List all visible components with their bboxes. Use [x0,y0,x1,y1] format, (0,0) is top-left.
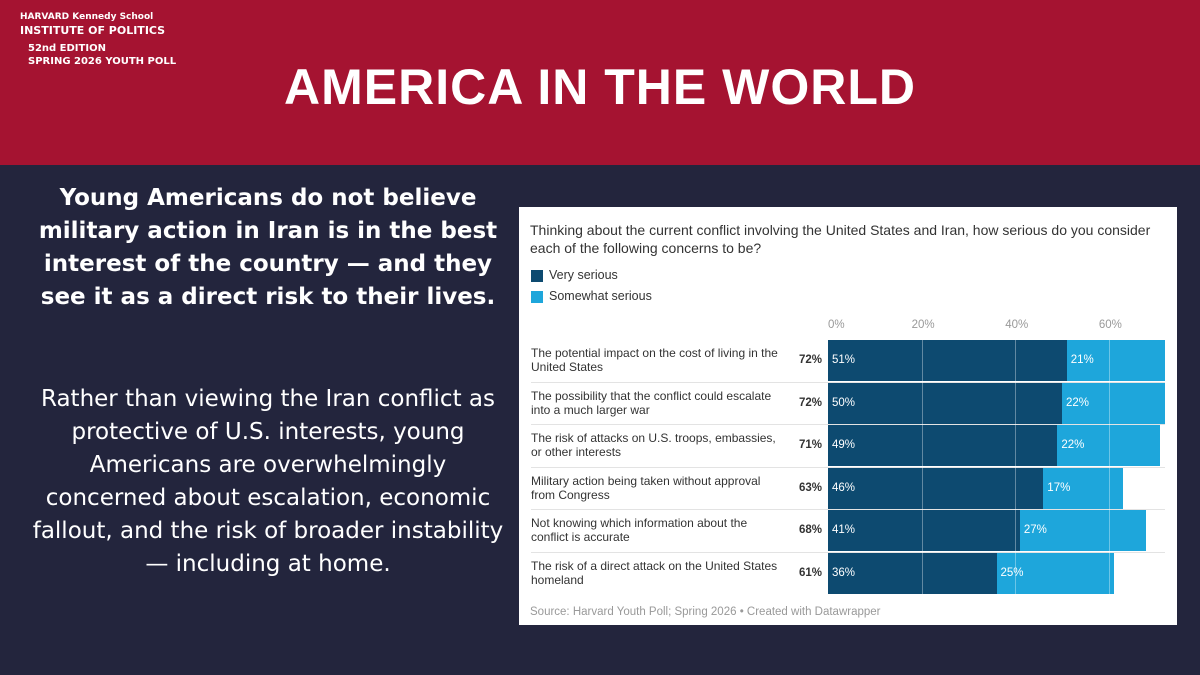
bar-segment [1057,425,1161,466]
value-label: 46% [832,481,856,494]
row-separator [531,509,1165,510]
paragraph: Rather than viewing the Iran conflict as… [32,386,504,577]
total-label: 72% [798,396,822,409]
category-label: Military action being taken without appr… [531,473,761,502]
bar-segment [1019,510,1147,551]
bar-segment [828,552,997,594]
category-label: Not knowing which information about the … [531,516,748,544]
bar-segment [828,340,1067,381]
total-label: 63% [798,481,822,494]
legend-swatch [531,291,543,303]
value-label: 21% [1070,354,1094,366]
bar-segment [1043,467,1123,509]
edition: 52nd EDITION [28,43,106,54]
logo-line: INSTITUTE OF POLITICS [20,24,166,37]
total-label: 68% [798,524,822,536]
chart-title: Thinking about the current conflict invo… [530,222,1151,256]
page-title: AMERICA IN THE WORLD [284,59,916,115]
row-separator [531,424,1165,425]
grid-line [1015,340,1017,595]
row-separator [531,381,1165,383]
grid-line [1108,340,1110,595]
bar-segment [1062,382,1165,424]
row-separator [531,551,1165,553]
source: Source: Harvard Youth Poll; Spring 2026 … [530,606,881,618]
legend-swatch [531,270,543,282]
legend-label: Somewhat serious [549,289,652,303]
grid-line [921,340,923,595]
x-tick-label: 20% [911,319,935,331]
chart: Thinking about the current conflict invo… [519,207,1177,625]
bar-segment [996,552,1114,594]
value-label: 22% [1061,439,1085,451]
category-label: The possibility that the conflict could … [531,388,772,417]
header: HARVARD Kennedy School INSTITUTE OF POLI… [0,0,1200,165]
total-label: 72% [798,354,822,366]
bar-segment [828,382,1063,424]
value-label: 41% [832,524,856,536]
x-tick-label: 40% [1005,319,1029,331]
category-label: The risk of a direct attack on the Unite… [531,558,778,587]
category-label: The risk of attacks on U.S. troops, emba… [531,431,776,459]
value-label: 17% [1047,481,1071,494]
value-label: 22% [1066,396,1090,409]
bar-segment [828,510,1020,551]
x-tick-label: 60% [1098,319,1122,331]
value-label: 51% [832,354,856,366]
value-label: 36% [832,566,856,579]
row-separator [531,466,1165,468]
value-label: 49% [832,439,856,451]
total-label: 71% [798,439,822,451]
value-label: 27% [1023,524,1047,536]
bar-segment [828,467,1044,509]
headline: Young Americans do not believe military … [38,185,498,310]
legend-label: Very serious [549,268,618,282]
category-label: The potential impact on the cost of livi… [531,346,778,374]
x-tick-label: 0% [828,319,845,331]
logo-line: HARVARD Kennedy School [20,12,154,22]
value-label: 25% [1000,566,1024,579]
bar-segment [828,425,1058,466]
total-label: 61% [798,566,822,579]
poll-name: SPRING 2026 YOUTH POLL [28,56,177,67]
value-label: 50% [832,396,856,409]
bar-segment [1066,340,1165,381]
